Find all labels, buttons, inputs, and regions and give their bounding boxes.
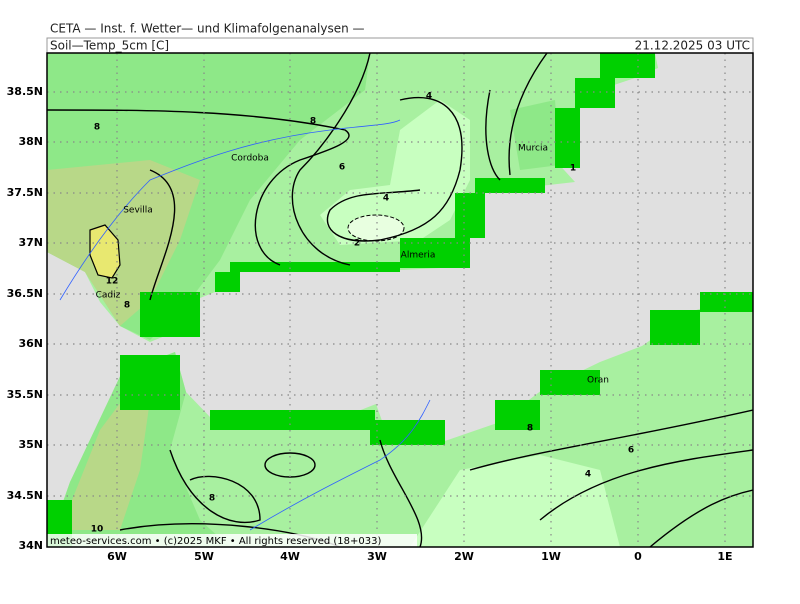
lon-label: 0 — [634, 550, 642, 563]
place-label: Sevilla — [123, 206, 153, 216]
footer-bg — [47, 534, 417, 547]
contour-label: 2 — [354, 239, 360, 249]
place-label: Murcia — [518, 144, 548, 154]
contour-label: 8 — [124, 301, 130, 311]
place-label: Oran — [587, 376, 609, 386]
place-label: Cordoba — [231, 154, 269, 164]
lon-label: 1E — [717, 550, 732, 563]
parameter: Soil—Temp_5cm [C] — [50, 39, 169, 53]
cold-spot — [347, 214, 405, 242]
lat-label: 37.5N — [7, 186, 43, 199]
lon-label: 2W — [454, 550, 474, 563]
contour-label: 10 — [91, 525, 104, 535]
lat-label: 38.5N — [7, 85, 43, 98]
warm-zone — [510, 100, 560, 170]
graticule — [47, 53, 753, 547]
lon-label: 5W — [194, 550, 214, 563]
cool-zone — [410, 455, 620, 547]
contour-label: 12 — [106, 277, 119, 287]
lat-label: 37N — [18, 236, 43, 249]
warmer-zone — [47, 160, 200, 326]
lat-label: 35N — [18, 438, 43, 451]
place-label: Cadiz — [96, 291, 121, 301]
lon-label: 4W — [280, 550, 300, 563]
warmer-zone — [60, 390, 150, 530]
contour-label: 8 — [94, 123, 100, 133]
footer: meteo-services.com • (c)2025 MKF • All r… — [50, 536, 381, 547]
valid-time: 21.12.2025 03 UTC — [635, 39, 750, 53]
map-frame — [46, 52, 754, 548]
contour-label: 4 — [585, 470, 591, 480]
cool-zone — [320, 100, 470, 245]
warmest-zone — [89, 224, 121, 279]
header-title: CETA — Inst. f. Wetter— und Klimafolgena… — [50, 22, 365, 36]
lat-label: 35.5N — [7, 388, 43, 401]
map-area: Cordoba Sevilla Cadiz Almeria Murcia Oran 8 8 6… — [47, 53, 753, 547]
lon-label: 3W — [367, 550, 387, 563]
contour-label: 8 — [209, 494, 215, 504]
contour-label: 1 — [570, 164, 576, 174]
contour-label: 6 — [628, 446, 634, 456]
rivers — [59, 119, 431, 531]
contour-label: 4 — [383, 194, 389, 204]
lon-label: 1W — [541, 550, 561, 563]
contours — [47, 53, 753, 547]
lat-label: 36N — [18, 337, 43, 350]
lat-label: 38N — [18, 135, 43, 148]
contour-label: 8 — [527, 424, 533, 434]
lon-label: 6W — [107, 550, 127, 563]
lat-label: 34N — [18, 539, 43, 552]
contour-label: 8 — [310, 117, 316, 127]
contour-label: 6 — [339, 163, 345, 173]
place-label: Almeria — [401, 251, 436, 261]
lat-label: 34.5N — [7, 489, 43, 502]
lat-label: 36.5N — [7, 287, 43, 300]
contour-label: 4 — [426, 92, 432, 102]
